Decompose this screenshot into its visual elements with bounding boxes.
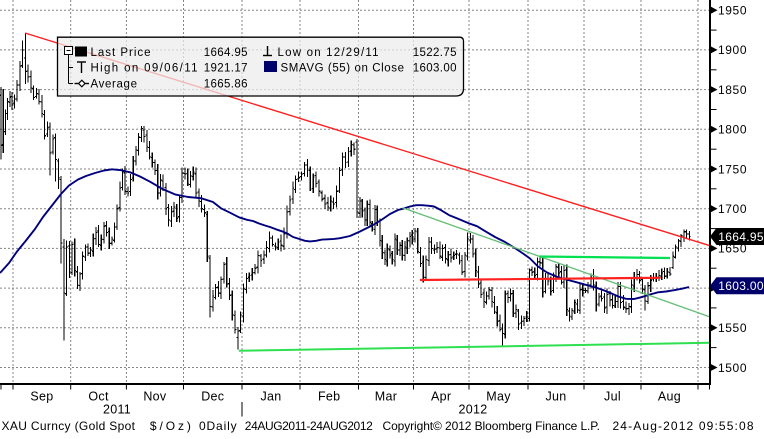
svg-text:1550: 1550 [718,321,747,335]
svg-text:Last Price: Last Price [91,47,151,59]
svg-text:May: May [486,390,511,404]
svg-text:1921.17: 1921.17 [204,63,248,75]
svg-text:XAU Curncy (Gold Spot: XAU Curncy (Gold Spot [2,419,136,433]
svg-text:Nov: Nov [143,390,167,404]
svg-text:$/Oz): $/Oz) [150,419,191,433]
svg-text:Low on 12/29/11: Low on 12/29/11 [278,47,379,59]
svg-text:1603.00: 1603.00 [413,63,457,75]
svg-text:Aug: Aug [658,390,681,404]
svg-text:Dec: Dec [201,390,224,404]
svg-text:1603.00: 1603.00 [718,279,764,293]
svg-text:Jun: Jun [545,390,566,404]
svg-text:1664.95: 1664.95 [718,230,764,244]
svg-text:Oct: Oct [88,390,109,404]
svg-text:1650: 1650 [718,242,747,256]
svg-text:SMAVG (55) on Close: SMAVG (55) on Close [281,63,405,75]
svg-text:1850: 1850 [718,83,747,97]
svg-text:1900: 1900 [718,43,747,57]
svg-text:2012: 2012 [458,403,487,417]
svg-text:1500: 1500 [718,361,747,375]
svg-text:1522.75: 1522.75 [413,47,457,59]
svg-text:Apr: Apr [431,390,451,404]
svg-text:24AUG2011-24AUG2012: 24AUG2011-24AUG2012 [245,419,373,433]
svg-text:1664.95: 1664.95 [204,47,248,59]
svg-text:1750: 1750 [718,162,747,176]
svg-text:Sep: Sep [30,390,53,404]
svg-text:1800: 1800 [718,123,747,137]
svg-text:1950: 1950 [718,4,747,18]
svg-text:Jan: Jan [260,390,281,404]
svg-text:Mar: Mar [375,390,397,404]
svg-text:0Daily: 0Daily [199,419,237,433]
svg-text:Feb: Feb [318,390,340,404]
svg-text:High on 09/06/11: High on 09/06/11 [91,63,198,75]
svg-text:1700: 1700 [718,202,747,216]
svg-text:24-Aug-2012 09:55:08: 24-Aug-2012 09:55:08 [613,419,754,433]
svg-text:2011: 2011 [103,403,131,417]
svg-text:Copyright© 2012 Bloomberg Fina: Copyright© 2012 Bloomberg Finance L.P. [383,419,601,433]
svg-text:Average: Average [91,79,138,91]
svg-text:1665.86: 1665.86 [204,79,248,91]
svg-text:Jul: Jul [604,390,621,404]
